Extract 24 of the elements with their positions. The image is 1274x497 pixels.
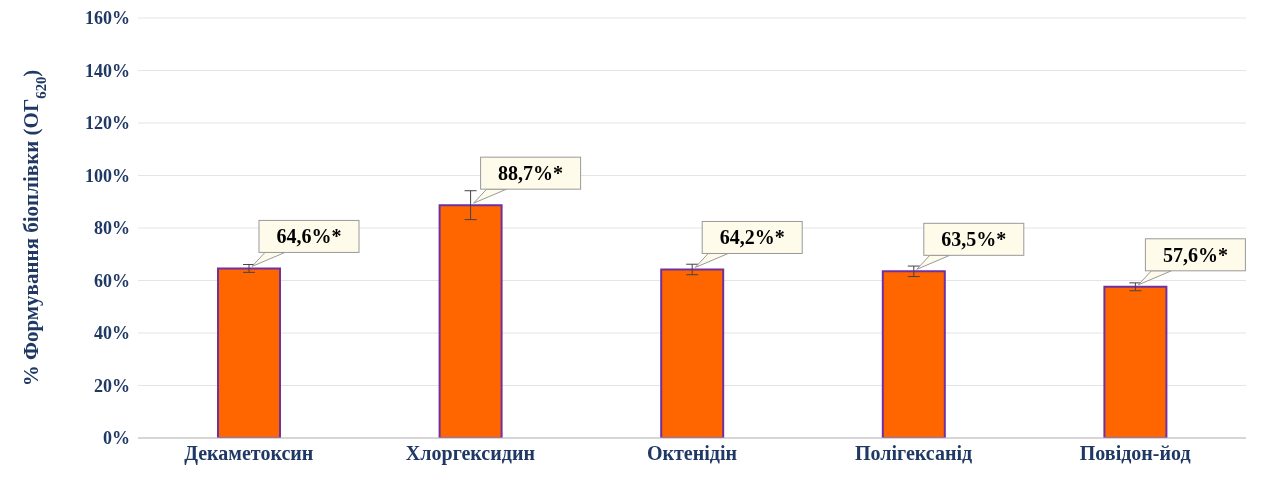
y-tick-label: 100% xyxy=(85,165,130,186)
y-tick-label: 60% xyxy=(94,270,130,291)
x-tick-label: Хлоргексидин xyxy=(405,442,535,466)
data-label: 63,5%* xyxy=(941,228,1007,251)
bar xyxy=(1103,285,1168,438)
y-tick-label: 140% xyxy=(85,60,130,81)
x-tick-label: Полігексанід xyxy=(855,442,973,465)
data-label: 64,6%* xyxy=(276,225,342,248)
y-tick-label: 20% xyxy=(94,375,130,396)
data-label: 57,6%* xyxy=(1162,243,1228,266)
bar xyxy=(660,268,725,438)
y-tick-label: 0% xyxy=(103,428,130,449)
y-tick-label: 40% xyxy=(94,323,130,344)
bar xyxy=(881,270,946,438)
y-tick-label: 120% xyxy=(85,113,130,134)
x-tick-label: Декаметоксин xyxy=(184,442,314,466)
y-tick-label: 80% xyxy=(94,218,130,239)
data-label: 64,2%* xyxy=(719,226,785,249)
bar xyxy=(217,267,281,438)
x-tick-label: Повідон-йод xyxy=(1079,442,1191,465)
y-tick-label: 160% xyxy=(85,8,130,29)
bar xyxy=(438,204,503,438)
data-label: 88,7%* xyxy=(498,162,564,185)
x-tick-label: Октенідін xyxy=(646,442,738,465)
